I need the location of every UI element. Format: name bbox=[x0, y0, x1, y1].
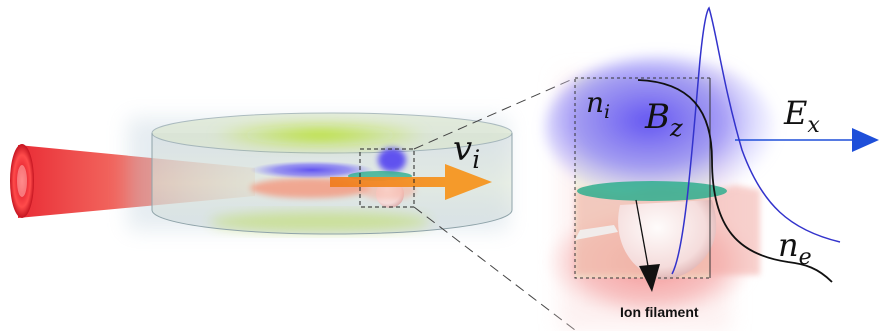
filament-pointer-arrow bbox=[635, 199, 660, 292]
velocity-arrow bbox=[330, 164, 492, 200]
magnetic-field-label: Bz bbox=[644, 97, 683, 142]
zoom-projection-lines bbox=[413, 77, 576, 331]
zoomed-panel bbox=[545, 56, 775, 331]
electron-density-label: ne bbox=[778, 226, 812, 270]
ion-filament-caption: Ion filament bbox=[620, 304, 699, 320]
green-plasma-glow bbox=[210, 121, 430, 149]
electric-field-curve bbox=[671, 6, 841, 275]
electron-density-curve bbox=[637, 79, 833, 283]
velocity-label: vi bbox=[453, 129, 480, 174]
plasma-cylinder bbox=[128, 112, 513, 235]
ion-bubble bbox=[618, 200, 717, 280]
ion-filament-disc bbox=[577, 181, 727, 201]
electric-field-label: Ex bbox=[783, 94, 820, 138]
electric-field-arrow bbox=[735, 128, 879, 152]
magnetic-field-glow bbox=[545, 56, 775, 200]
ion-density-label: ni bbox=[586, 86, 610, 123]
